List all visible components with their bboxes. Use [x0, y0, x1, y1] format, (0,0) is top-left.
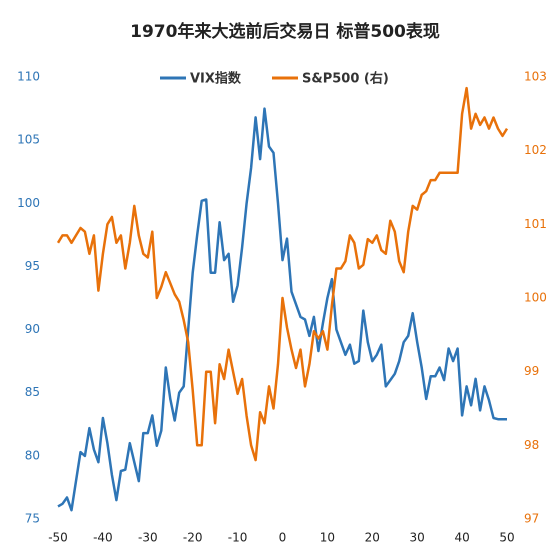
- x-tick-label: 10: [320, 531, 335, 545]
- y2-tick-label: 103: [524, 70, 547, 84]
- y2-tick-label: 100: [524, 291, 547, 305]
- x-tick-label: 0: [279, 531, 287, 545]
- y-tick-label: 85: [25, 385, 40, 399]
- series-line: [57, 107, 507, 512]
- chart-title: 1970年来大选前后交易日 标普500表现: [130, 21, 440, 42]
- y2-tick-label: 102: [524, 143, 547, 157]
- y-tick-label: 105: [17, 133, 40, 147]
- x-tick-label: -10: [228, 531, 248, 545]
- legend-label: S&P500 (右): [302, 71, 389, 87]
- x-tick-label: 40: [454, 531, 469, 545]
- y-tick-label: 95: [25, 259, 40, 273]
- y-tick-label: 100: [17, 196, 40, 210]
- x-tick-label: 30: [410, 531, 425, 545]
- x-tick-label: -40: [93, 531, 113, 545]
- legend-label: VIX指数: [190, 71, 242, 87]
- x-tick-label: -30: [138, 531, 158, 545]
- y-tick-label: 90: [25, 322, 40, 336]
- x-tick-label: -50: [48, 531, 68, 545]
- series-line: [56, 86, 509, 462]
- x-tick-label: -20: [183, 531, 203, 545]
- x-tick-label: 50: [499, 531, 514, 545]
- y2-tick-label: 99: [524, 364, 539, 378]
- y-tick-label: 110: [17, 70, 40, 84]
- y2-tick-label: 101: [524, 217, 547, 231]
- y2-tick-label: 98: [524, 438, 539, 452]
- y-tick-label: 75: [25, 512, 40, 526]
- y2-tick-label: 97: [524, 512, 539, 526]
- y-tick-label: 80: [25, 448, 40, 462]
- x-tick-label: 20: [365, 531, 380, 545]
